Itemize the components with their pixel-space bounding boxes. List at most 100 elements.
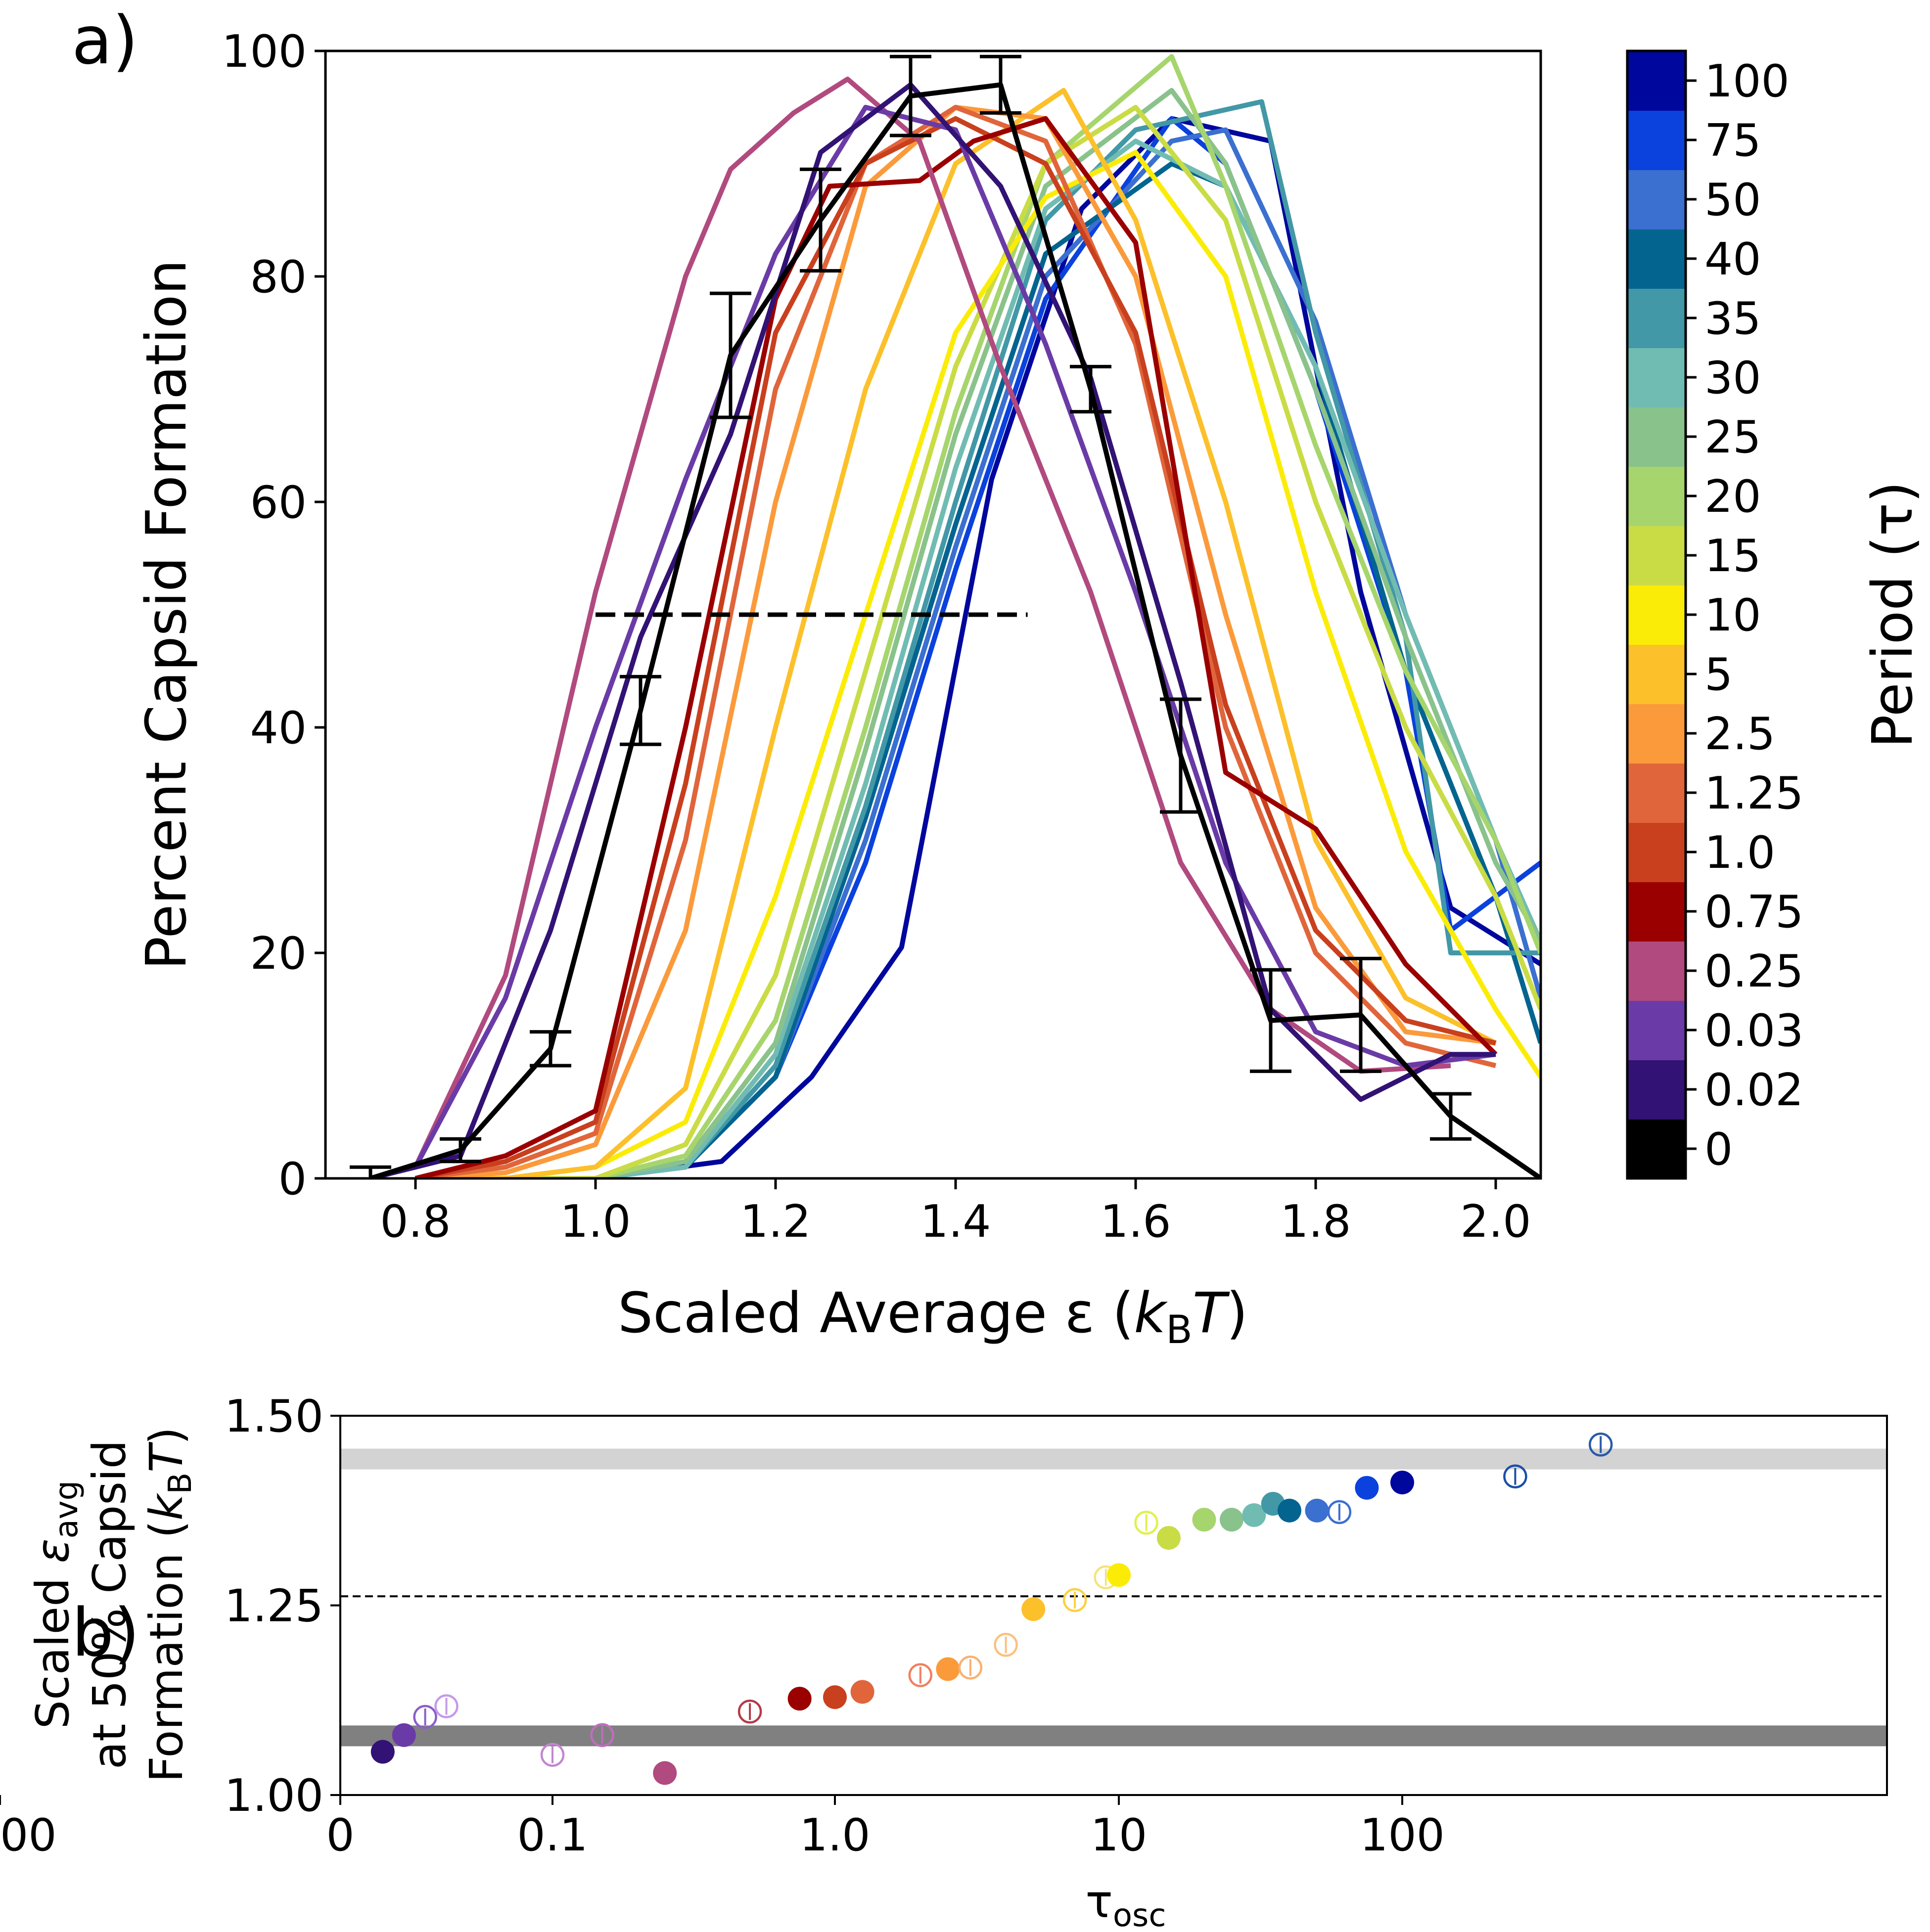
scatter-point (1390, 1470, 1414, 1494)
colorbar-tick-label: 1.25 (1704, 767, 1803, 819)
panel-a-x-tick-label: 1.4 (920, 1196, 991, 1248)
series-line-10 (505, 150, 1541, 1178)
panel-a-label: a) (72, 2, 138, 79)
scatter-marker-open (0, 1436, 11, 1458)
colorbar-segment (1627, 585, 1686, 645)
scatter-point (1242, 1503, 1266, 1527)
colorbar-segment (1627, 644, 1686, 704)
scatter-point (823, 1685, 847, 1709)
scatter-marker-filled (787, 1687, 812, 1711)
error-bar (1340, 956, 1381, 1073)
panel-b-x-tick-label: 10 (1091, 1809, 1148, 1861)
panel-b-y-label: Scaled εavg at 50% Capsid Formation (kBT… (26, 1427, 199, 1783)
error-bar (1160, 697, 1201, 814)
colorbar: 0 0.02 0.03 0.25 0.75 1.0 1.25 2.5 5 10 15 20 25 30 35… (1627, 51, 1803, 1179)
scatter-point (1503, 1464, 1527, 1488)
scatter-point (1277, 1498, 1301, 1523)
error-bar (530, 1030, 571, 1068)
colorbar-segment (1627, 526, 1686, 585)
colorbar-tick-label: 50 (1704, 174, 1761, 226)
colorbar-segment (1627, 822, 1686, 882)
colorbar-segment (1627, 763, 1686, 823)
panel-a-x-tick-label: 1.6 (1100, 1196, 1171, 1248)
colorbar-tick-label: 0.75 (1704, 886, 1803, 938)
scatter-marker-open (1134, 1511, 1158, 1535)
error-bar (800, 167, 841, 273)
scatter-point (392, 1723, 416, 1747)
scatter-point (850, 1680, 874, 1704)
colorbar-segment (1627, 704, 1686, 764)
colorbar-tick-label: 40 (1704, 233, 1761, 285)
colorbar-tick-label: 10 (1704, 589, 1761, 641)
scatter-marker-filled (1305, 1498, 1329, 1523)
series-line-0.02 (369, 82, 1496, 1178)
colorbar-label: Period (τ) (1861, 481, 1925, 748)
colorbar-tick-label: 0.03 (1704, 1005, 1803, 1057)
series-line-0.03 (413, 105, 1496, 1168)
series-line-30 (505, 138, 1541, 1178)
series-line-25 (505, 88, 1541, 1178)
scatter-marker-open (1327, 1500, 1352, 1525)
colorbar-tick-label: 35 (1704, 293, 1761, 345)
colorbar-segment (1627, 466, 1686, 526)
colorbar-segment (1627, 229, 1686, 289)
scatter-point (1134, 1511, 1158, 1535)
series-line-20 (505, 54, 1541, 1178)
scatter-marker-filled (823, 1685, 847, 1709)
scatter-marker-filled (653, 1761, 677, 1785)
colorbar-segment (1627, 51, 1686, 111)
scatter-marker-open (1503, 1464, 1527, 1488)
error-bar (350, 1165, 391, 1178)
scatter-point (1327, 1500, 1352, 1525)
colorbar-tick-label: 30 (1704, 352, 1761, 404)
scatter-point (0, 1456, 11, 1478)
colorbar-segment (1627, 1119, 1686, 1179)
panel-a-y-tick-label: 40 (250, 702, 307, 754)
error-bar (1430, 1092, 1471, 1141)
error-bar (620, 674, 661, 746)
panel-a-plot-area (350, 54, 1541, 1178)
colorbar-segment (1627, 348, 1686, 407)
colorbar-segment (1627, 1060, 1686, 1120)
panel-a-x-tick-label: 1.0 (560, 1196, 631, 1248)
panel-b-y-label-line3: Formation (kBT) (140, 1427, 199, 1783)
panel-a-y-tick-label: 80 (250, 251, 307, 303)
panel-b-x-tick-label: 1.0 (799, 1809, 870, 1861)
scatter-point (590, 1723, 614, 1748)
scatter-point (1305, 1498, 1329, 1523)
colorbar-frame (1626, 49, 1687, 1180)
scatter-point (1062, 1588, 1087, 1613)
panel-a-x-tick-label: 1.2 (740, 1196, 811, 1248)
scatter-point (1021, 1597, 1046, 1621)
scatter-point (434, 1694, 459, 1718)
panel-a-x-tick-label: 0.8 (380, 1196, 451, 1248)
panel-a-y-ticks: 0 20 40 60 80 100 (222, 26, 325, 1205)
scatter-point (737, 1700, 762, 1724)
series-line-5 (415, 88, 1497, 1178)
error-bar (980, 54, 1021, 115)
scatter-marker-filled (850, 1680, 874, 1704)
scatter-marker-open (958, 1656, 983, 1680)
panel-a-x-tick-label: 1.8 (1280, 1196, 1351, 1248)
scatter-marker-filled (1220, 1508, 1244, 1532)
colorbar-segment (1627, 110, 1686, 170)
colorbar-tick-label: 1.0 (1704, 827, 1775, 879)
panel-b-y-ticks: 1.00 1.25 1.50 (225, 1391, 340, 1822)
colorbar-segment (1627, 882, 1686, 942)
scatter-marker-open (994, 1633, 1018, 1657)
panel-b-y-label-line2: at 50% Capsid (83, 1440, 136, 1769)
panel-a-y-tick-label: 100 (222, 26, 307, 78)
panel-a-y-tick-label: 0 (278, 1153, 307, 1205)
scatter-point (936, 1657, 960, 1681)
colorbar-tick-label: 0.02 (1704, 1064, 1803, 1116)
panel-a-x-ticks: 0.8 1.0 1.2 1.4 1.6 1.8 2.0 (380, 1178, 1531, 1248)
colorbar-tick-label: 100 (1704, 55, 1790, 107)
scatter-point (540, 1743, 565, 1767)
panel-a-x-label: Scaled Average ε (kBT) (618, 1281, 1248, 1352)
scatter-marker-filled (1277, 1498, 1301, 1523)
panel-a-y-tick-label: 60 (250, 477, 307, 529)
scatter-marker-filled (1390, 1470, 1414, 1494)
